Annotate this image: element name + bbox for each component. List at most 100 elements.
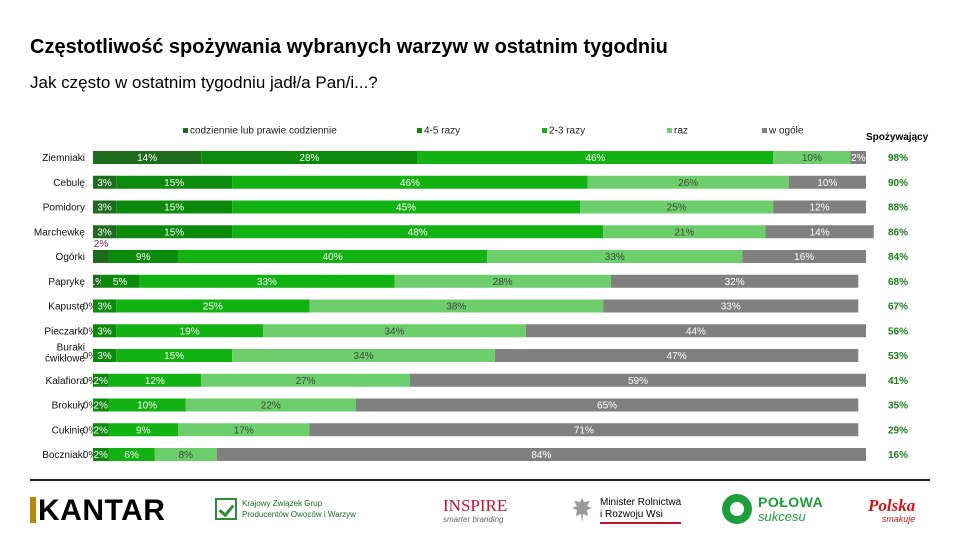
polowa-sukcesu-logo: POŁOWA sukcesu <box>722 494 823 524</box>
consumers-value: 98% <box>888 153 908 164</box>
bar-segment <box>108 398 186 412</box>
bar-segment <box>309 423 859 437</box>
legend-swatch <box>183 128 188 133</box>
data-label: 22% <box>261 401 281 412</box>
bar-segment <box>93 250 109 263</box>
bar-segment <box>603 225 766 239</box>
legend-label: w ogóle <box>768 126 804 137</box>
data-label: 0% <box>83 302 98 313</box>
data-label: 59% <box>628 376 648 387</box>
chart-title: Częstotliwość spożywania wybranych warzy… <box>30 36 668 58</box>
bar-segment <box>93 175 117 189</box>
consumers-value: 86% <box>888 227 908 238</box>
data-label: 32% <box>725 277 745 288</box>
consumers-value: 56% <box>888 326 908 337</box>
kzg-line-1: Krajowy Związek Grup <box>242 499 323 508</box>
bar-segment <box>610 274 859 288</box>
legend-swatch <box>667 128 672 133</box>
bar-segment <box>788 175 866 189</box>
data-label: 2% <box>851 153 866 164</box>
bar-segment <box>93 324 117 338</box>
legend-swatch <box>417 128 422 133</box>
category-label: Paprykę <box>48 277 85 288</box>
polowa-name: POŁOWA <box>758 493 824 510</box>
bar-segment <box>525 324 866 338</box>
data-label: 3% <box>97 203 112 214</box>
data-label: 16% <box>794 252 814 263</box>
data-label: 2% <box>94 425 109 436</box>
consumers-value: 90% <box>888 178 908 189</box>
bar-segment <box>108 250 179 263</box>
bar-segment <box>108 448 155 461</box>
data-label: 10% <box>817 178 837 189</box>
category-label: Cukinię <box>52 425 86 436</box>
data-label: 40% <box>323 252 343 263</box>
data-label: 0% <box>83 425 98 436</box>
bar-segment <box>773 200 866 214</box>
category-label: Cebulę <box>53 178 85 189</box>
bar-segment <box>108 373 202 387</box>
data-label: 0% <box>83 326 98 337</box>
category-label: Buraki ćwikłowe <box>45 343 85 365</box>
bar-segment <box>116 225 233 239</box>
category-label: Boczniaki <box>42 450 85 461</box>
legend-swatch <box>542 128 547 133</box>
bar-segment <box>116 200 233 214</box>
minister-line-2: i Rozwoju Wsi <box>600 508 663 520</box>
polska-smakuje-logo: Polska smakuje <box>868 497 915 524</box>
data-label: 10% <box>802 153 822 164</box>
bar-segment <box>232 225 604 239</box>
category-label: Ziemniaki <box>42 153 85 164</box>
data-label: 14% <box>810 227 830 238</box>
kantar-logo: KANTAR <box>30 494 165 528</box>
data-label: 34% <box>354 351 374 362</box>
bar-segment <box>742 250 866 263</box>
bar-segment <box>355 398 859 412</box>
inspire-tagline: smarter branding <box>443 515 504 524</box>
legend-swatch <box>762 128 767 133</box>
footer-divider <box>30 479 930 481</box>
data-label: 0% <box>83 450 98 461</box>
polska-tagline: smakuje <box>881 514 916 524</box>
kzg-line-2: Producentów Owoców i Warzyw <box>242 510 356 519</box>
data-label: 0% <box>83 376 98 387</box>
bar-segment <box>154 448 217 461</box>
data-label: 14% <box>137 153 157 164</box>
consumers-value: 68% <box>888 277 908 288</box>
bar-segment <box>185 398 356 412</box>
bar-segment <box>93 448 109 461</box>
data-label: 5% <box>113 277 128 288</box>
consumers-value: 88% <box>888 203 908 214</box>
data-label: 3% <box>97 178 112 189</box>
data-label: 1% <box>90 277 105 288</box>
bar-segment <box>93 398 109 412</box>
bar-segment <box>232 349 495 362</box>
bar-segment <box>116 324 264 338</box>
data-label: 44% <box>686 326 706 337</box>
category-label: Pieczarki <box>44 326 85 337</box>
data-label: 15% <box>164 351 184 362</box>
minister-logo: Minister Rolnictwa i Rozwoju Wsi <box>570 496 682 524</box>
bar-segment <box>93 200 117 214</box>
data-label: 25% <box>203 302 223 313</box>
polowa-tagline: sukcesu <box>758 508 806 524</box>
data-label: 21% <box>674 227 694 238</box>
minister-line-1: Minister Rolnictwa <box>600 496 682 508</box>
data-label: 0% <box>83 401 98 412</box>
data-label: 3% <box>97 326 112 337</box>
bar-segment <box>587 175 789 189</box>
data-label: 2% <box>94 450 109 461</box>
bar-segment <box>93 225 117 239</box>
category-label: Kalafiora <box>46 376 86 387</box>
bar-segment <box>93 151 202 164</box>
bar-segment <box>93 349 117 362</box>
polska-name: Polska <box>868 496 916 515</box>
bar-segment <box>487 250 743 263</box>
data-label: 15% <box>164 178 184 189</box>
data-label: 25% <box>667 203 687 214</box>
consumers-value: 41% <box>888 376 908 387</box>
bar-segment <box>494 349 859 362</box>
data-label: 10% <box>137 401 157 412</box>
eagle-emblem-icon <box>572 498 592 522</box>
bar-segment <box>93 299 117 313</box>
